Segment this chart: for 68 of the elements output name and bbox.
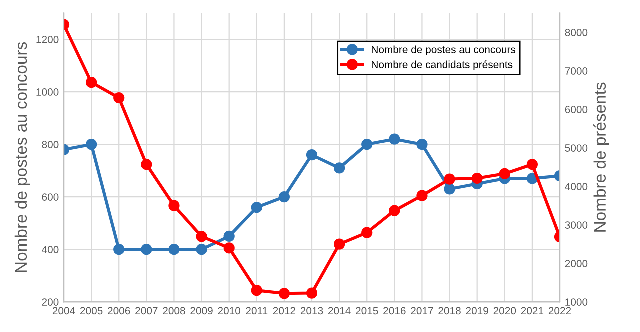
- y2-tick-label: 4000: [565, 183, 588, 190]
- x-tick-label: 2011: [246, 307, 268, 315]
- point: [168, 200, 180, 212]
- x-tick-label: 2018: [438, 307, 461, 315]
- x-tick-label: 2014: [328, 307, 351, 315]
- point: [251, 202, 262, 214]
- point: [196, 244, 208, 256]
- x-tick-label: 2013: [300, 307, 324, 315]
- point: [224, 242, 235, 254]
- point: [86, 139, 98, 150]
- y-tick-label: 600: [42, 194, 59, 201]
- point: [334, 162, 346, 174]
- y2-tick-label: 5000: [565, 144, 588, 152]
- y2-tick-label: 8000: [565, 29, 588, 36]
- point: [114, 92, 125, 104]
- legend-label: Nombre de postes au concours: [372, 46, 516, 56]
- point: [278, 192, 290, 203]
- y-tick-label: 1200: [36, 36, 59, 44]
- point: [334, 238, 346, 250]
- x-tick-label: 2006: [108, 307, 130, 315]
- point: [196, 231, 208, 242]
- point: [278, 288, 290, 300]
- y-tick-label: 1000: [36, 88, 59, 96]
- x-tick-label: 2021: [521, 307, 544, 315]
- y2-tick-label: 3000: [565, 222, 588, 229]
- y-tick-label: 400: [42, 246, 59, 254]
- point: [306, 150, 318, 161]
- x-tick-label: 2005: [80, 307, 103, 315]
- x-tick-label: 2007: [136, 307, 158, 315]
- point: [416, 190, 428, 202]
- point: [499, 168, 510, 180]
- x-tick-label: 2015: [356, 307, 378, 315]
- y-tick-label: 800: [42, 141, 59, 148]
- point: [86, 77, 98, 88]
- point: [362, 227, 373, 238]
- point: [389, 205, 400, 216]
- point: [444, 184, 456, 195]
- x-tick-label: 2022: [548, 307, 572, 315]
- x-tick-label: 2009: [190, 307, 213, 315]
- point: [168, 244, 180, 256]
- point: [224, 230, 235, 242]
- x-tick-label: 2019: [466, 307, 488, 315]
- point: [141, 244, 152, 256]
- y2-tick-label: 2000: [565, 260, 588, 268]
- point: [526, 159, 538, 170]
- x-tick-label: 2008: [163, 307, 186, 315]
- y2-tick-label: 7000: [565, 68, 588, 75]
- point: [251, 285, 262, 296]
- point: [444, 174, 456, 185]
- point: [416, 139, 428, 150]
- y-axis-title: Nombre de postes au concours: [14, 42, 30, 272]
- x-tick-label: 2010: [218, 307, 241, 315]
- point: [472, 172, 483, 184]
- x-tick-label: 2012: [273, 307, 296, 315]
- x-tick-label: 2017: [411, 307, 434, 315]
- point: [114, 244, 125, 256]
- point: [306, 288, 318, 299]
- x-tick-label: 2016: [384, 307, 406, 315]
- point: [141, 159, 152, 170]
- legend-label: Nombre de candidats présents: [372, 60, 513, 71]
- point: [389, 134, 400, 145]
- x-tick-label: 2004: [52, 307, 76, 315]
- y2-axis-title: Nombre de présents: [594, 82, 610, 232]
- y2-tick-label: 6000: [565, 106, 588, 114]
- x-tick-label: 2020: [494, 307, 516, 315]
- y-tick-label: 200: [42, 298, 59, 306]
- point: [362, 139, 373, 150]
- y2-tick-label: 1000: [566, 298, 588, 306]
